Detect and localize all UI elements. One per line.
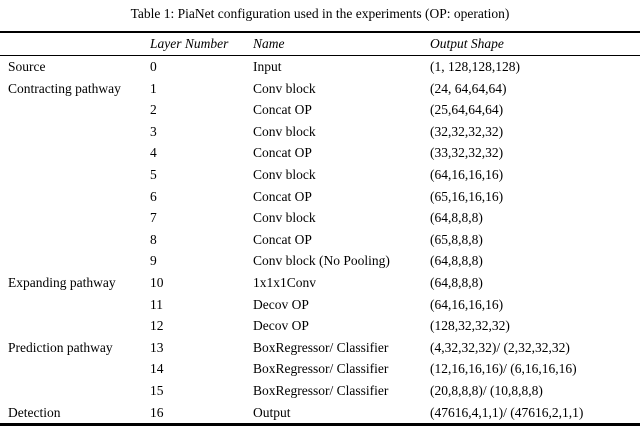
group-cell — [0, 142, 150, 164]
name-cell: Concat OP — [253, 188, 312, 204]
layer-number-cell: 5 — [150, 166, 157, 182]
group-cell: Contracting pathway — [8, 80, 121, 96]
group-cell: Expanding pathway — [8, 274, 116, 290]
group-cell — [0, 380, 150, 402]
group-cell — [0, 294, 150, 316]
table-row: Source 0 Input (1, 128,128,128) — [0, 56, 640, 78]
table-row: 12 Decov OP (128,32,32,32) — [0, 315, 640, 337]
layer-number-cell: 0 — [150, 59, 157, 74]
table-caption: Table 1: PiaNet configuration used in th… — [130, 6, 510, 21]
group-cell — [0, 250, 150, 272]
header-name: Name — [253, 32, 430, 56]
layer-number-cell: 2 — [150, 102, 157, 118]
layer-number-cell: 11 — [150, 296, 163, 312]
name-cell: BoxRegressor/ Classifier — [253, 339, 389, 355]
output-shape-cell: (4,32,32,32)/ (2,32,32,32) — [430, 339, 570, 355]
output-shape-cell: (1, 128,128,128) — [430, 59, 520, 74]
layer-number-cell: 1 — [150, 80, 157, 96]
table-row: 2 Concat OP (25,64,64,64) — [0, 99, 640, 121]
output-shape-cell: (128,32,32,32) — [430, 318, 510, 334]
table-row: Contracting pathway 1 Conv block (24, 64,64… — [0, 78, 640, 100]
table-row: Expanding pathway 10 1x1x1Conv (64,8,8,8) — [0, 272, 640, 294]
output-shape-cell: (47616,4,1,1)/ (47616,2,1,1) — [430, 404, 584, 420]
layer-number-cell: 4 — [150, 145, 157, 161]
layer-number-cell: 6 — [150, 188, 157, 204]
header-group — [0, 32, 150, 56]
layer-number-cell: 15 — [150, 382, 164, 398]
output-shape-cell: (64,16,16,16) — [430, 296, 504, 312]
name-cell: 1x1x1Conv — [253, 274, 317, 290]
layer-number-cell: 9 — [150, 253, 157, 269]
group-cell — [0, 186, 150, 208]
name-cell: Conv block (No Pooling) — [253, 253, 390, 269]
group-cell — [0, 358, 150, 380]
name-cell: BoxRegressor/ Classifier — [253, 361, 389, 377]
output-shape-cell: (33,32,32,32) — [430, 145, 504, 161]
layer-number-cell: 8 — [150, 231, 157, 247]
output-shape-cell: (25,64,64,64) — [430, 102, 504, 118]
output-shape-cell: (65,16,16,16) — [430, 188, 504, 204]
name-cell: Concat OP — [253, 102, 312, 118]
table-row: Detection 16 Output (47616,4,1,1)/ (47616,2… — [0, 402, 640, 425]
name-cell: Decov OP — [253, 296, 309, 312]
group-cell — [0, 207, 150, 229]
table-row: 6 Concat OP (65,16,16,16) — [0, 186, 640, 208]
name-cell: Conv block — [253, 123, 316, 139]
table-row: 7 Conv block (64,8,8,8) — [0, 207, 640, 229]
group-cell: Detection — [8, 404, 61, 420]
table-row: 3 Conv block (32,32,32,32) — [0, 121, 640, 143]
group-cell — [0, 229, 150, 251]
table-row: 9 Conv block (No Pooling) (64,8,8,8) — [0, 250, 640, 272]
layer-number-cell: 7 — [150, 210, 157, 226]
name-cell: Conv block — [253, 166, 316, 182]
output-shape-cell: (12,16,16,16)/ (6,16,16,16) — [430, 361, 577, 377]
group-cell — [0, 164, 150, 186]
name-cell: Conv block — [253, 80, 316, 96]
group-cell — [0, 99, 150, 121]
configuration-table: Layer Number Name Output Shape Source 0 In… — [0, 31, 640, 427]
output-shape-cell: (65,8,8,8) — [430, 231, 483, 247]
output-shape-cell: (20,8,8,8)/ (10,8,8,8) — [430, 382, 543, 398]
header-layer-number: Layer Number — [150, 32, 253, 56]
layer-number-cell: 14 — [150, 361, 164, 377]
output-shape-cell: (32,32,32,32) — [430, 123, 504, 139]
output-shape-cell: (64,8,8,8) — [430, 274, 483, 290]
header-output-shape: Output Shape — [430, 32, 640, 56]
table-row: 4 Concat OP (33,32,32,32) — [0, 142, 640, 164]
table-row: 8 Concat OP (65,8,8,8) — [0, 229, 640, 251]
table-row: 15 BoxRegressor/ Classifier (20,8,8,8)/ (1… — [0, 380, 640, 402]
group-cell — [0, 315, 150, 337]
output-shape-cell: (64,8,8,8) — [430, 210, 483, 226]
name-cell: Output — [253, 404, 291, 420]
table-body: Source 0 Input (1, 128,128,128) Contracting … — [0, 56, 640, 425]
layer-number-cell: 16 — [150, 404, 164, 420]
layer-number-cell: 3 — [150, 123, 157, 139]
table-row: 11 Decov OP (64,16,16,16) — [0, 294, 640, 316]
name-cell: Decov OP — [253, 318, 309, 334]
output-shape-cell: (64,8,8,8) — [430, 253, 483, 269]
table-header: Layer Number Name Output Shape — [0, 32, 640, 56]
name-cell: Concat OP — [253, 145, 312, 161]
group-cell: Source — [8, 59, 46, 74]
layer-number-cell: 12 — [150, 318, 164, 334]
header-row: Layer Number Name Output Shape — [0, 32, 640, 56]
table-row: 5 Conv block (64,16,16,16) — [0, 164, 640, 186]
output-shape-cell: (64,16,16,16) — [430, 166, 504, 182]
name-cell: Input — [253, 59, 282, 74]
output-shape-cell: (24, 64,64,64) — [430, 80, 507, 96]
layer-number-cell: 13 — [150, 339, 164, 355]
table-row: 14 BoxRegressor/ Classifier (12,16,16,16)/… — [0, 358, 640, 380]
name-cell: Conv block — [253, 210, 316, 226]
layer-number-cell: 10 — [150, 274, 164, 290]
table-row: Prediction pathway 13 BoxRegressor/ Classi… — [0, 337, 640, 359]
name-cell: BoxRegressor/ Classifier — [253, 382, 389, 398]
group-cell: Prediction pathway — [8, 339, 113, 355]
name-cell: Concat OP — [253, 231, 312, 247]
group-cell — [0, 121, 150, 143]
